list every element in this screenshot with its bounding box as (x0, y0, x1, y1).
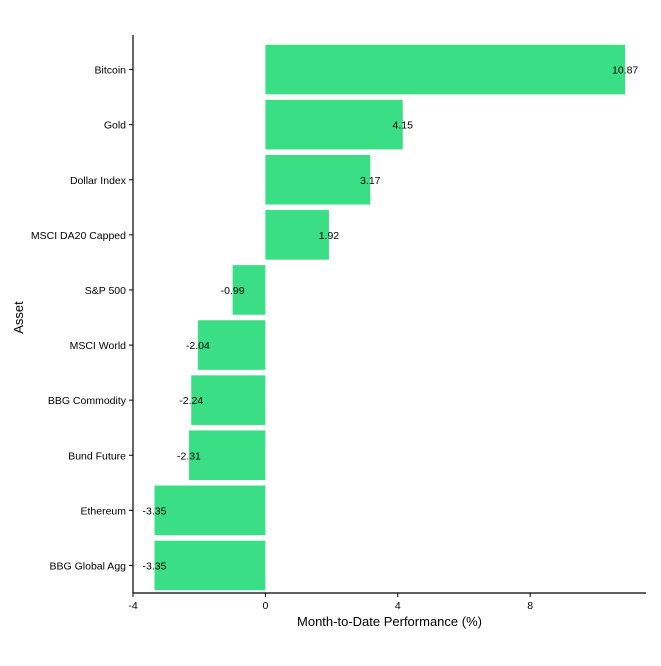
x-tick-label: 8 (527, 600, 533, 612)
data-label: -3.35 (143, 505, 167, 517)
bar-msci-world (197, 320, 266, 370)
y-tick-label: MSCI World (70, 340, 127, 352)
y-tick-label: Dollar Index (70, 175, 127, 187)
bar-bbg-commodity (191, 375, 266, 425)
data-label: -2.24 (179, 395, 203, 407)
y-tick-label: BBG Global Agg (50, 560, 127, 572)
data-label: 1.92 (319, 230, 340, 242)
y-tick-label: Bitcoin (94, 65, 126, 77)
axes-layer (132, 35, 646, 594)
x-tick-label: 4 (395, 600, 401, 612)
data-label: 3.17 (360, 175, 381, 187)
x-tick-label: 0 (262, 600, 268, 612)
y-tick-label: Ethereum (80, 505, 126, 517)
y-tick-label: Gold (104, 120, 126, 132)
y-tick-label: BBG Commodity (48, 395, 127, 407)
y-tick-label: S&P 500 (85, 285, 126, 297)
data-label: 4.15 (393, 120, 414, 132)
y-axis-title: Asset (11, 301, 26, 334)
bar-bitcoin (265, 44, 626, 95)
data-labels-layer: 10.87 4.15 3.17 1.92 -0.99 -2.04 -2.24 -2.31 -3.… (143, 65, 639, 573)
bar-ethereum (154, 485, 266, 536)
bar-msci-da20-capped (265, 210, 329, 260)
y-tick-layer: Bitcoin Gold Dollar Index MSCI DA20 Capped S… (31, 65, 133, 572)
bar-gold (265, 99, 403, 150)
bar-dollar-index (265, 154, 371, 205)
bars-layer (154, 44, 626, 591)
x-tick-layer: -4 0 4 8 (128, 593, 533, 612)
data-label: -2.31 (177, 450, 201, 462)
data-label: -3.35 (143, 560, 167, 572)
data-label: -0.99 (221, 285, 245, 297)
y-tick-label: MSCI DA20 Capped (31, 230, 126, 242)
bar-s-p-500 (232, 265, 266, 315)
data-label: -2.04 (186, 340, 210, 352)
x-tick-label: -4 (128, 600, 137, 612)
bar-bund-future (188, 430, 266, 481)
data-label: 10.87 (612, 65, 638, 77)
bar-bbg-global-agg (154, 540, 266, 591)
y-tick-label: Bund Future (68, 450, 126, 462)
x-axis-title: Month-to-Date Performance (%) (297, 614, 482, 629)
